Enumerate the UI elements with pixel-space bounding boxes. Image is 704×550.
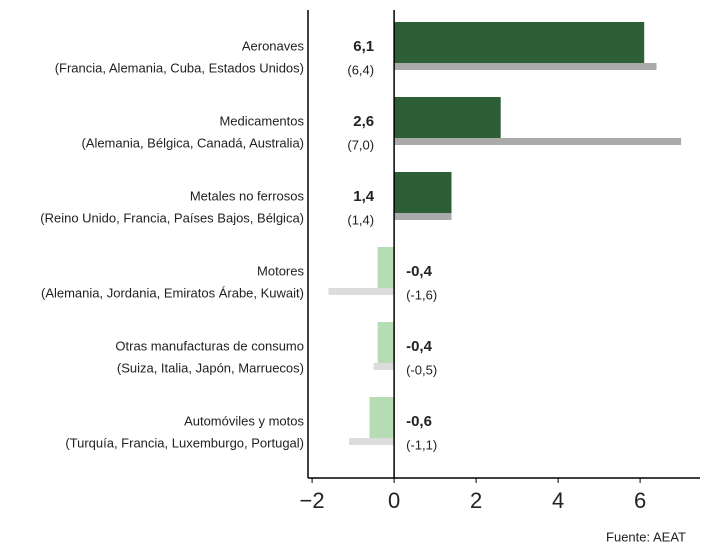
category-label: Aeronaves: [242, 38, 305, 53]
value-label: -0,6: [406, 413, 432, 430]
category-label: Medicamentos: [219, 113, 304, 128]
bar: [394, 97, 501, 138]
category-label: Otras manufacturas de consumo: [115, 338, 304, 353]
previous-bar: [349, 438, 395, 445]
category-detail: (Suiza, Italia, Japón, Marruecos): [117, 360, 304, 375]
bar: [377, 322, 395, 363]
previous-bar: [328, 288, 395, 295]
bar: [377, 247, 395, 288]
bar: [394, 22, 645, 63]
value-label: -0,4: [406, 338, 433, 355]
category-detail: (Reino Unido, Francia, Países Bajos, Bél…: [40, 210, 304, 225]
x-tick-label: 2: [470, 488, 482, 513]
previous-bar: [373, 363, 395, 370]
previous-value-label: (1,4): [347, 212, 374, 227]
category-detail: (Alemania, Bélgica, Canadá, Australia): [81, 135, 304, 150]
category-label: Motores: [257, 263, 304, 278]
bar: [369, 397, 395, 438]
value-label: 1,4: [353, 188, 375, 205]
x-tick-label: 4: [552, 488, 564, 513]
previous-value-label: (-1,1): [406, 437, 437, 452]
previous-value-label: (-0,5): [406, 362, 437, 377]
previous-bar: [394, 213, 452, 220]
value-label: -0,4: [406, 263, 433, 280]
category-detail: (Turquía, Francia, Luxemburgo, Portugal): [65, 435, 304, 450]
source: Fuente: AEAT: [606, 529, 686, 544]
previous-bar: [394, 63, 657, 70]
previous-bar: [394, 138, 682, 145]
category-detail: (Francia, Alemania, Cuba, Estados Unidos…: [55, 60, 304, 75]
previous-value-label: (7,0): [347, 137, 374, 152]
category-detail: (Alemania, Jordania, Emiratos Árabe, Kuw…: [41, 285, 304, 300]
category-label: Automóviles y motos: [184, 413, 304, 428]
x-tick-label: 6: [634, 488, 646, 513]
value-label: 6,1: [353, 38, 374, 55]
category-label: Metales no ferrosos: [190, 188, 305, 203]
value-label: 2,6: [353, 113, 374, 130]
previous-value-label: (-1,6): [406, 287, 437, 302]
previous-value-label: (6,4): [347, 62, 374, 77]
bar: [394, 172, 452, 213]
x-tick-label: 0: [388, 488, 400, 513]
x-tick-label: −2: [300, 488, 325, 513]
